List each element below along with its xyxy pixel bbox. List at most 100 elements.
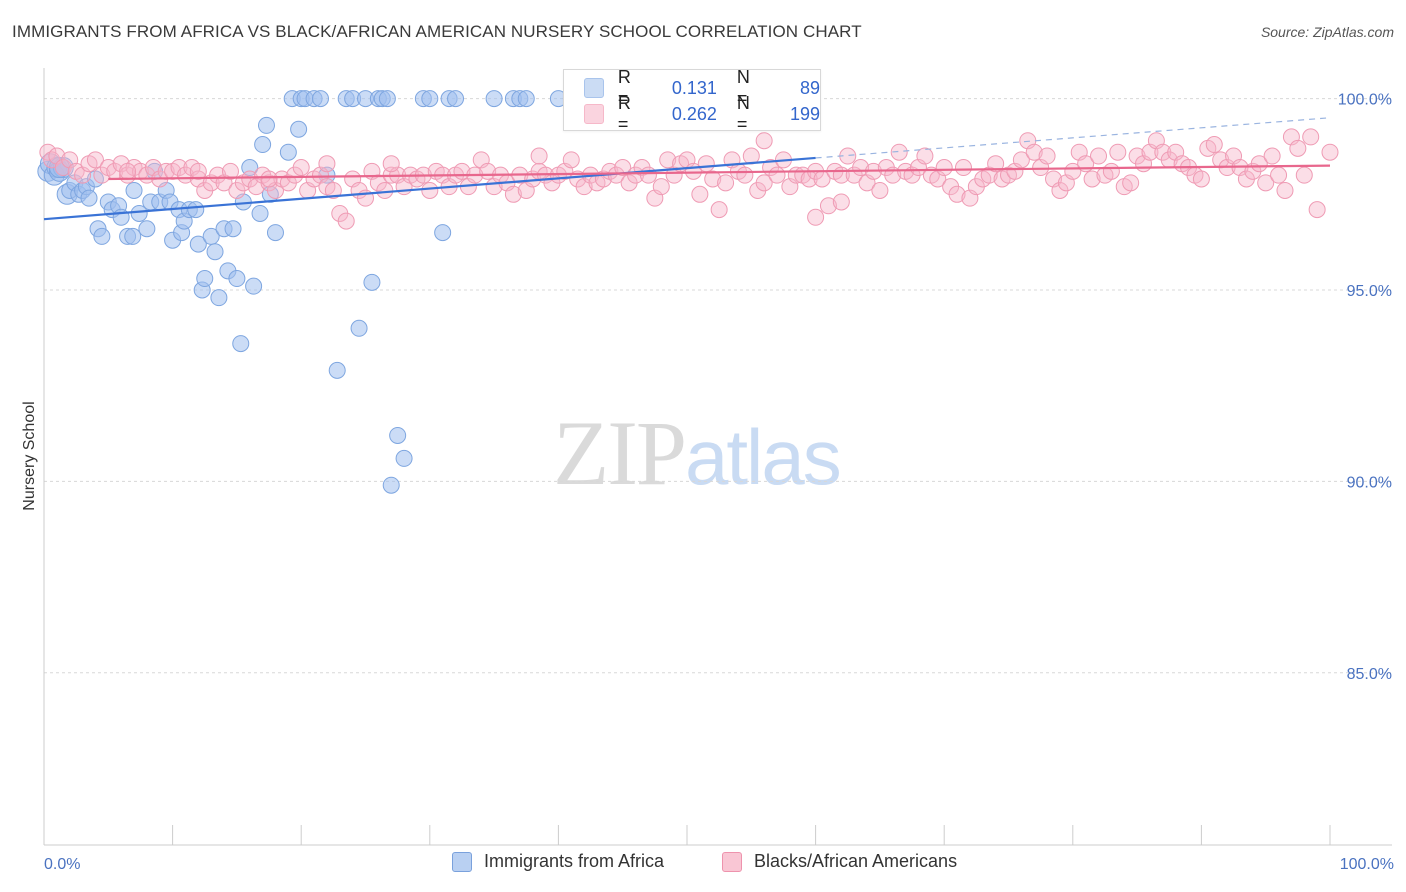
data-point	[130, 204, 148, 222]
data-point	[378, 90, 396, 108]
data-point	[1321, 143, 1339, 161]
stats-row-black: R = 0.262 N = 199	[584, 93, 820, 134]
data-point	[807, 208, 825, 226]
stats-n-value: 199	[789, 103, 820, 124]
x-tick-label: 100.0%	[1340, 856, 1394, 873]
data-point	[485, 90, 503, 108]
data-point	[138, 220, 156, 238]
data-point	[614, 159, 632, 177]
data-point	[1302, 128, 1320, 146]
data-point	[1038, 147, 1056, 165]
data-point	[350, 319, 368, 337]
data-point	[1270, 166, 1288, 184]
data-point	[93, 227, 111, 245]
watermark-atlas: atlas	[685, 413, 842, 501]
data-point	[1192, 170, 1210, 188]
data-point	[562, 151, 580, 169]
data-point	[1012, 151, 1030, 169]
data-point	[1289, 139, 1307, 157]
stats-r-label: R =	[617, 67, 631, 108]
trend-line-black	[108, 164, 1331, 181]
data-point	[187, 201, 205, 219]
data-point	[324, 181, 342, 199]
data-point	[704, 170, 722, 188]
axes	[43, 68, 1392, 846]
stats-n-label: N =	[736, 93, 750, 134]
stats-n-label: N =	[736, 67, 750, 108]
data-point	[1122, 174, 1140, 192]
data-point	[189, 162, 207, 180]
data-point	[1102, 162, 1120, 180]
data-point	[1025, 143, 1043, 161]
bottom-legend: Immigrants from Africa Blacks/African Am…	[0, 851, 1406, 879]
legend-swatch-africa	[452, 851, 472, 872]
data-point	[389, 426, 407, 444]
stats-swatch-black	[584, 104, 604, 124]
data-point	[1308, 201, 1326, 219]
y-tick-label: 100.0%	[1338, 92, 1392, 109]
chart-title: IMMIGRANTS FROM AFRICA VS BLACK/AFRICAN …	[12, 22, 862, 41]
trend-line-africa	[43, 156, 816, 221]
data-point	[311, 90, 329, 108]
data-point	[328, 361, 346, 379]
stats-r-label: R =	[617, 93, 631, 134]
data-point	[224, 220, 242, 238]
y-axis-title: Nursery School	[21, 401, 38, 510]
data-point	[691, 185, 709, 203]
data-point	[832, 193, 850, 211]
data-point	[251, 204, 269, 222]
data-point	[337, 212, 355, 230]
data-point	[890, 143, 908, 161]
data-point	[755, 174, 773, 192]
data-point	[80, 189, 98, 207]
watermark-zip: ZIP	[553, 402, 687, 504]
data-point	[768, 166, 786, 184]
data-point	[1205, 136, 1223, 154]
y-tick-label: 90.0%	[1347, 474, 1392, 491]
data-point	[245, 277, 263, 295]
data-point	[1263, 147, 1281, 165]
data-point	[382, 155, 400, 173]
stats-legend-box: R = 0.131 N = 89 R = 0.262 N = 199	[563, 67, 821, 134]
stats-n-value: 89	[799, 77, 820, 98]
data-point	[254, 136, 272, 154]
data-point	[86, 151, 104, 169]
legend-item-africa[interactable]: Immigrants from Africa	[452, 851, 664, 872]
data-point	[954, 159, 972, 177]
data-point	[189, 235, 207, 253]
data-point	[257, 116, 275, 134]
data-point	[447, 90, 465, 108]
data-point	[1276, 181, 1294, 199]
data-point	[916, 147, 934, 165]
source-label: Source: ZipAtlas.com	[1260, 24, 1394, 40]
data-point	[504, 185, 522, 203]
stats-swatch-africa	[584, 78, 604, 98]
data-point	[119, 162, 137, 180]
data-point	[819, 197, 837, 215]
trend-lines	[43, 117, 1331, 221]
data-point	[290, 120, 308, 138]
series-immigrants-from-africa	[37, 90, 760, 494]
data-point	[717, 174, 735, 192]
legend-label-black: Blacks/African Americans	[754, 851, 958, 871]
data-point	[421, 90, 439, 108]
legend-item-black[interactable]: Blacks/African Americans	[722, 851, 957, 872]
data-point	[421, 181, 439, 199]
data-point	[1295, 166, 1313, 184]
axis-labels: 100.0% 95.0% 90.0% 85.0% 0.0% 100.0% Nursery S…	[21, 92, 1394, 873]
data-point	[221, 162, 239, 180]
legend-label-africa: Immigrants from Africa	[484, 851, 665, 871]
y-tick-label: 85.0%	[1347, 666, 1392, 683]
data-point	[935, 159, 953, 177]
watermark: ZIPatlas	[553, 400, 842, 506]
data-point	[376, 181, 394, 199]
data-point	[210, 289, 228, 307]
trend-line-africa-extension	[815, 117, 1331, 159]
data-point	[124, 227, 142, 245]
data-point	[260, 170, 278, 188]
data-point	[395, 449, 413, 467]
data-point	[279, 143, 297, 161]
data-point	[232, 335, 250, 353]
y-tick-label: 95.0%	[1347, 283, 1392, 300]
